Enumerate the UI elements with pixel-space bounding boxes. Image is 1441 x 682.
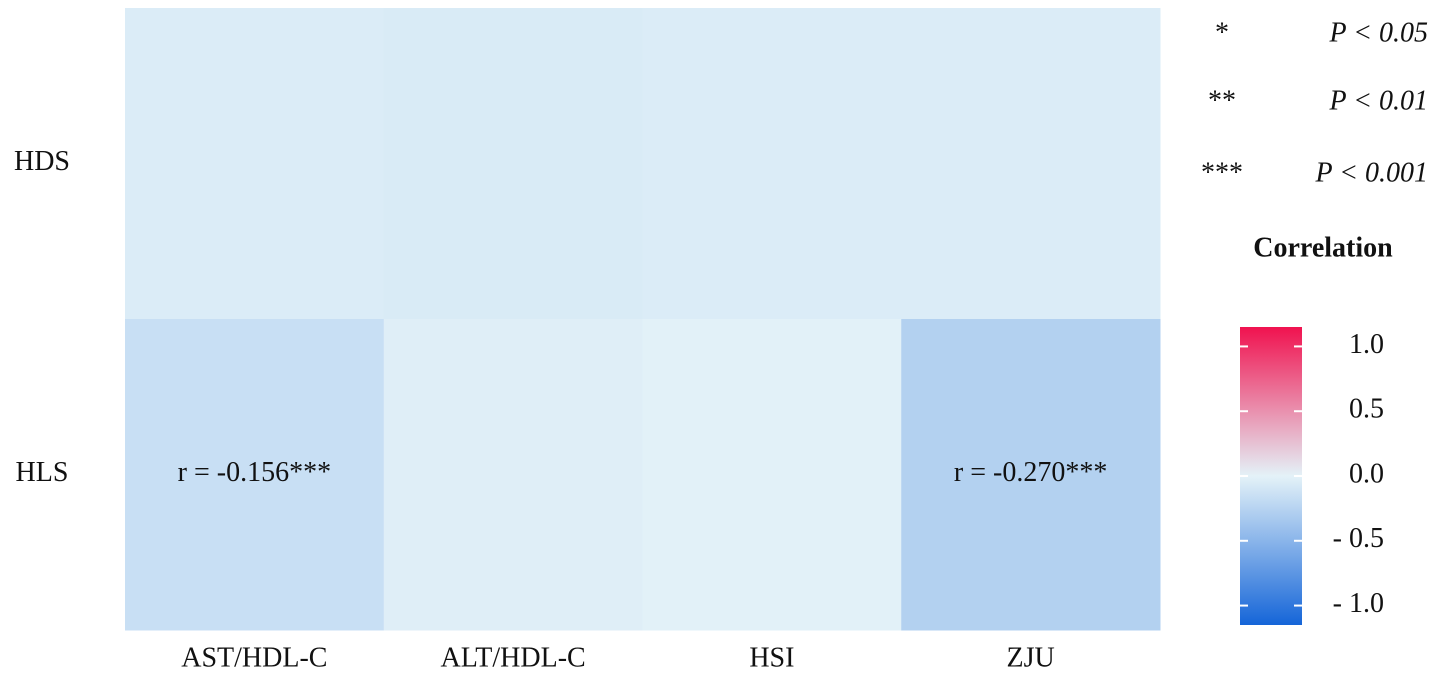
significance-label: P < 0.001 (1315, 157, 1429, 188)
column-label: AST/HDL-C (181, 642, 327, 673)
column-label: ZJU (1007, 642, 1055, 673)
significance-label: P < 0.05 (1329, 17, 1429, 48)
row-label: HDS (14, 146, 70, 177)
colorbar-tick-label: 0.5 (1349, 394, 1384, 425)
colorbar-title: Correlation (1253, 232, 1393, 263)
heatmap-cell (642, 319, 902, 631)
column-label: ALT/HDL-C (441, 642, 586, 673)
significance-symbol: ** (1208, 85, 1236, 116)
heatmap-cell (125, 8, 385, 320)
heatmap-cell (383, 8, 643, 320)
colorbar (1240, 327, 1302, 625)
heatmap-cell (125, 319, 385, 631)
colorbar-tick-label: - 1.0 (1333, 588, 1384, 619)
heatmap-cell (901, 319, 1161, 631)
colorbar-tick-label: 0.0 (1349, 458, 1384, 489)
colorbar-tick-label: - 0.5 (1333, 523, 1384, 554)
colorbar-tick-label: 1.0 (1349, 329, 1384, 360)
cell-label: r = -0.156*** (178, 457, 331, 488)
significance-label: P < 0.01 (1329, 85, 1429, 116)
row-label: HLS (16, 457, 69, 488)
column-label: HSI (749, 642, 794, 673)
cell-label: r = -0.270*** (954, 457, 1107, 488)
heatmap-cell (901, 8, 1161, 320)
heatmap-cell (383, 319, 643, 631)
heatmap-cell (642, 8, 902, 320)
significance-symbol: *** (1201, 157, 1243, 188)
significance-symbol: * (1215, 17, 1229, 48)
